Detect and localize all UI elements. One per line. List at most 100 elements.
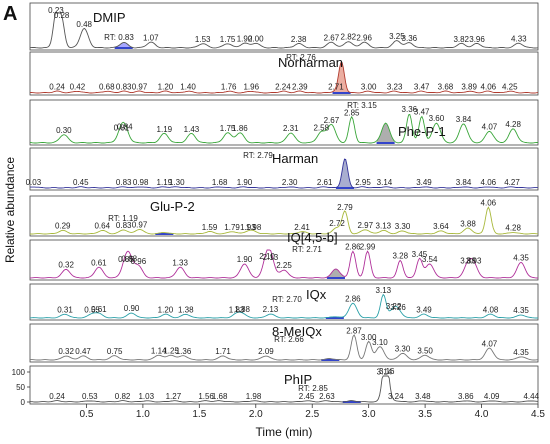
peak-label: 4.09: [484, 392, 500, 401]
peak-label: 0.97: [132, 82, 148, 91]
panel-frame: [29, 283, 539, 321]
trace-Glu-P-2: [29, 206, 539, 235]
peak-label: 0.81: [114, 123, 130, 132]
x-tick-label: 3.5: [418, 409, 432, 420]
peak-label: 1.68: [212, 392, 228, 401]
peak-label: 4.27: [504, 178, 520, 187]
peak-label: 2.86: [345, 242, 361, 251]
peak-label: 4.07: [482, 122, 498, 131]
peak-label: 4.28: [505, 224, 521, 233]
y-tick-label: 0: [21, 398, 26, 407]
panel-label: A: [3, 3, 17, 25]
peak-label: 3.86: [458, 392, 474, 401]
peak-label: 3.89: [461, 82, 477, 91]
peak-label: 4.08: [483, 305, 499, 314]
peak-label: 3.36: [402, 105, 418, 114]
peak-label: 1.30: [169, 178, 185, 187]
rt-label: RT: 2.76: [286, 53, 316, 62]
compound-label: IQ[4,5-b]: [287, 230, 338, 245]
peak-label: 2.85: [344, 108, 360, 117]
peak-label: 2.13: [263, 253, 279, 262]
peak-label: 3.28: [392, 252, 408, 261]
peak-label: 1.07: [143, 33, 159, 42]
peak-label: 3.13: [376, 286, 392, 295]
peak-label: 0.83: [116, 178, 132, 187]
peak-label: 4.35: [513, 348, 529, 357]
x-tick-label: 1.0: [136, 409, 150, 420]
panel-frame: [29, 365, 539, 405]
peak-label: 0.48: [76, 20, 92, 29]
x-tick-label: 2.0: [249, 409, 263, 420]
peak-label: 2.79: [337, 203, 353, 212]
peak-label: 0.30: [56, 126, 72, 135]
peak-label: 3.48: [415, 392, 431, 401]
rt-shaded-area: [377, 123, 395, 143]
peak-label: 0.84: [117, 122, 133, 131]
y-axis-label: Relative abundance: [3, 157, 17, 263]
peak-label: 0.90: [124, 304, 140, 313]
peak-label: 3.25: [389, 32, 405, 41]
peak-label: 1.53: [195, 35, 211, 44]
peak-label: 4.06: [481, 82, 497, 91]
rt-label: RT: 3.15: [347, 101, 377, 110]
peak-label: 1.25: [163, 346, 179, 355]
peak-label: 2.82: [341, 33, 357, 42]
peak-label: 1.90: [237, 34, 253, 43]
peak-label: 2.30: [282, 178, 298, 187]
trace-IQx: [29, 293, 539, 319]
peak-label: 0.97: [132, 221, 148, 230]
x-axis-label: Time (min): [256, 425, 313, 439]
panel-frame: [29, 51, 539, 96]
x-tick-label: 1.5: [192, 409, 206, 420]
peak-label: 0.96: [131, 257, 147, 266]
x-tick-label: 2.5: [305, 409, 319, 420]
peak-label: 0.03: [26, 178, 42, 187]
peak-label: 2.72: [329, 219, 345, 228]
x-tick-label: 4.0: [475, 409, 489, 420]
peak-label: 0.61: [91, 258, 107, 267]
peak-label: 0.29: [55, 222, 71, 231]
peak-label: 2.97: [357, 221, 373, 230]
peak-label: 3.36: [402, 34, 418, 43]
peak-label: 1.14: [151, 346, 167, 355]
peak-label: 1.96: [243, 82, 259, 91]
peak-label: 3.50: [417, 346, 433, 355]
peak-label: 0.82: [115, 392, 131, 401]
peak-label: 2.71: [328, 82, 344, 91]
compound-label: IQx: [306, 287, 327, 302]
peak-label: 1.36: [176, 347, 192, 356]
peak-label: 2.25: [276, 261, 292, 270]
peak-label: 2.24: [275, 82, 291, 91]
rt-label: RT: 2.70: [272, 295, 302, 304]
compound-label: Phe-P-1: [398, 124, 446, 139]
peak-label: 2.99: [360, 242, 376, 251]
peak-label: 0.31: [57, 305, 73, 314]
peak-label: 3.88: [460, 219, 476, 228]
peak-label: 3.84: [456, 115, 472, 124]
rt-shaded-area: [327, 269, 345, 278]
peak-label: 3.88: [460, 256, 476, 265]
panel-frame: [29, 99, 539, 146]
peak-label: 2.41: [294, 223, 310, 232]
peak-label: 2.86: [345, 295, 361, 304]
peak-label: 0.64: [94, 222, 110, 231]
peak-label: 0.53: [82, 392, 98, 401]
trace-Norharman: [29, 62, 539, 94]
peak-label: 1.68: [212, 178, 228, 187]
peak-label: 3.47: [414, 108, 430, 117]
peak-label: 1.56: [198, 392, 214, 401]
peak-label: 2.67: [324, 116, 340, 125]
x-tick-label: 0.5: [79, 409, 93, 420]
peak-label: 3.60: [429, 114, 445, 123]
peak-label: 3.82: [453, 35, 469, 44]
peak-label: 3.49: [416, 305, 432, 314]
peak-label: 3.00: [361, 333, 377, 342]
peak-label: 2.63: [319, 392, 335, 401]
peak-label: 0.83: [116, 221, 132, 230]
peak-label: 1.86: [232, 124, 248, 133]
panel-frame: [29, 2, 539, 51]
peak-label: 4.06: [481, 198, 497, 207]
peak-label: 1.98: [246, 223, 262, 232]
